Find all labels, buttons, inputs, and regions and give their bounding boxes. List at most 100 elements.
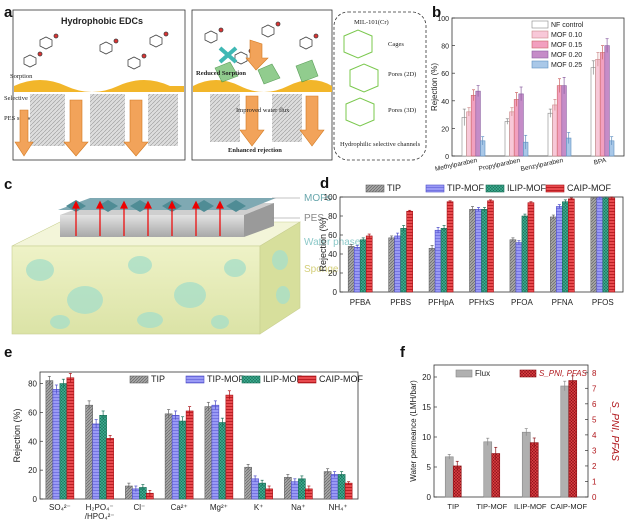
cage-structure-icon: [343, 29, 379, 127]
bar: [562, 201, 569, 293]
sponge-pores: [26, 250, 290, 329]
legend-swatch: [297, 375, 317, 384]
bar: [475, 90, 481, 157]
x-tick-label: PFNA: [552, 298, 574, 307]
bar: [99, 414, 107, 500]
bar: [444, 456, 454, 498]
bar: [529, 442, 539, 498]
panel-b-label: b: [432, 4, 441, 21]
x-tick-label: Ca²⁺: [171, 503, 188, 512]
bar: [521, 215, 529, 293]
x-tick-label: PFBS: [390, 298, 411, 307]
hydrophobic-edcs-label: Hydrophobic EDCs: [61, 16, 143, 26]
legend-swatch: [455, 369, 473, 378]
bar: [527, 202, 535, 293]
chart-e: e 0 20 40 60 80 Rejection (%) SO₄²⁻ H₂PO₄⁻/HPO₄²…: [4, 344, 364, 521]
x-tick-label: ILIP-MOF: [514, 502, 547, 511]
y-axis-label: Rejection (%): [430, 63, 439, 111]
legend-label: MOF 0.15: [551, 42, 582, 49]
x-tick-label: K⁺: [254, 503, 264, 512]
legend-swatch: [545, 184, 565, 193]
bar: [92, 423, 100, 500]
plot-frame: [451, 17, 625, 157]
chart-d: d 0 20 40 60 80 100 Rejection (%) PFBA PFBS PFHpA P…: [318, 175, 624, 307]
pa-layer-left: [14, 80, 184, 92]
y-tick-label: 60: [28, 408, 37, 417]
bar: [440, 228, 448, 293]
x-tick-label: PFHxS: [469, 298, 494, 307]
bar: [218, 422, 227, 500]
y-axis-label: Rejection (%): [12, 408, 22, 462]
y-right-tick-label: 0: [592, 493, 597, 502]
bar: [171, 414, 180, 500]
pes-block: [30, 94, 65, 146]
bar: [85, 404, 93, 500]
y-tick-label: 100: [437, 16, 449, 23]
bar: [298, 478, 306, 500]
x-tick-label: H₂PO₄⁻: [86, 503, 114, 512]
y-tick-label: 0: [427, 493, 432, 502]
y-tick-label: 100: [324, 193, 338, 202]
bar: [504, 121, 510, 157]
bar: [515, 242, 523, 293]
legend-label: CAIP-MOF: [567, 183, 612, 193]
sponge-label: Sponge: [304, 264, 339, 275]
y-tick-label: 40: [441, 99, 449, 106]
bar: [323, 471, 332, 500]
y-right-tick-label: 8: [592, 369, 597, 378]
legend-label: ILIP-MOF: [263, 374, 303, 384]
bar: [550, 216, 557, 293]
enhanced-rejection-label: Enhanced rejection: [228, 147, 282, 154]
y-right-tick-label: 4: [592, 431, 597, 440]
pes-block: [272, 94, 302, 142]
molecule-icons-middle: [204, 21, 319, 65]
y-right-tick-label: 5: [592, 415, 597, 424]
bar: [394, 235, 401, 293]
pa-layer-middle: [193, 80, 332, 92]
legend-label: MOF 0.10: [551, 32, 582, 39]
y-tick-label: 20: [28, 466, 37, 475]
improved-flux-label: Improved water flux: [236, 107, 290, 114]
pores2d-label: Pores (2D): [388, 71, 416, 78]
bar: [344, 482, 353, 500]
panel-a: a Hydrophobic EDCs Sorption Selective PA…: [4, 4, 427, 161]
channels-label: Hydrophilic selective channels: [340, 141, 421, 148]
x-tick-label: Methylparaben: [434, 157, 478, 173]
x-tick-label: PFBA: [350, 298, 372, 307]
bar: [45, 380, 54, 500]
pes-block: [90, 94, 125, 146]
pores3d-label: Pores (3D): [388, 107, 416, 114]
legend-swatch: [531, 20, 549, 29]
legend-label: CAIP-MOF: [319, 374, 364, 384]
legend-label: TIP-MOF: [207, 374, 244, 384]
bar: [552, 104, 558, 157]
x-tick-label: TIP: [447, 502, 459, 511]
pes-layer: [60, 215, 244, 237]
bar: [400, 228, 407, 293]
pes-block: [148, 94, 178, 146]
selective-pa-label: Selective PA layer: [4, 95, 52, 102]
bar: [469, 209, 476, 293]
panel-d-label: d: [320, 175, 329, 192]
legend-swatch: [129, 375, 149, 384]
mil-inset: [333, 11, 427, 161]
bar: [434, 229, 442, 293]
legend-label: MOF 0.25: [551, 62, 582, 69]
bar: [481, 209, 488, 293]
panel-a-label: a: [4, 4, 13, 21]
bar: [225, 394, 234, 500]
x-tick-label: /HPO₄²⁻: [85, 512, 115, 521]
bar: [211, 404, 220, 500]
y-tick-label: 10: [422, 433, 431, 442]
bar: [106, 438, 114, 500]
bar: [475, 209, 482, 293]
bar: [513, 99, 520, 157]
legend-swatch: [531, 30, 549, 39]
x-tick-label: PFHpA: [428, 298, 454, 307]
x-tick-label: SO₄²⁻: [49, 503, 71, 512]
mof-crystals: [214, 59, 319, 85]
bar: [347, 246, 355, 293]
legend-swatch: [531, 50, 549, 59]
bar: [491, 453, 501, 498]
